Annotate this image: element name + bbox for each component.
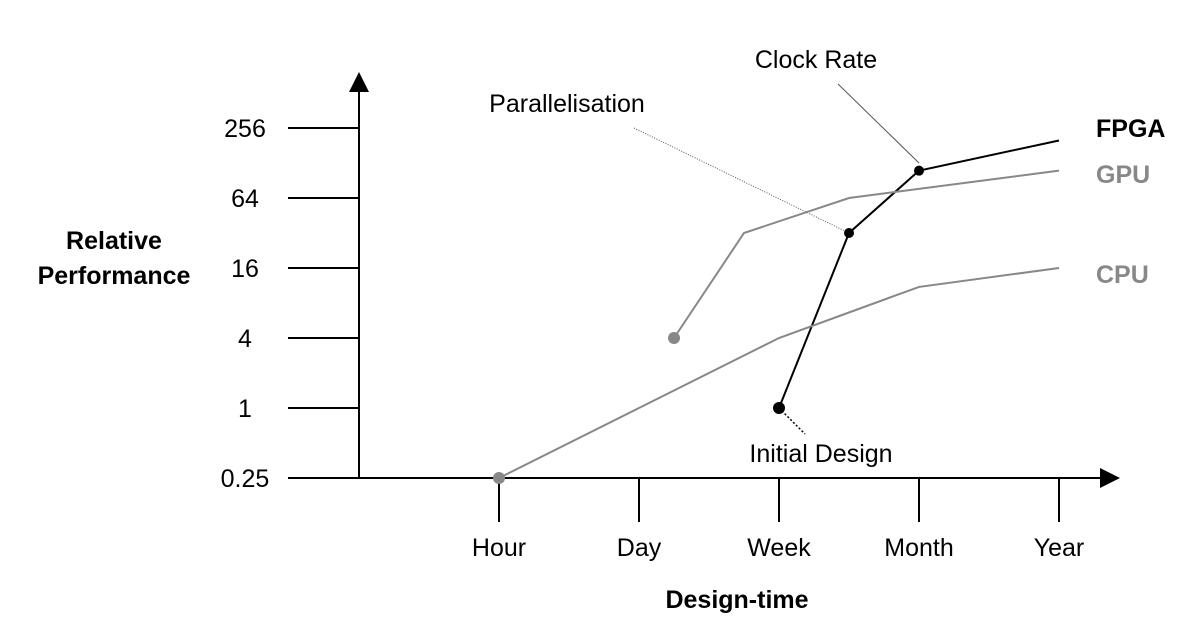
y-tick-label: 16 [231,255,259,283]
series-line-cpu [498,267,1060,479]
x-axis-title: Design-time [665,586,808,614]
series-layer [493,139,1060,484]
clock-rate-leader [837,83,920,164]
parallelisation-leader [633,127,850,234]
annotation-parallelisation: Parallelisation [489,90,645,118]
y-axis-title-line-2: Performance [38,262,191,290]
series-label-fpga: FPGA [1096,115,1165,143]
series-line-gpu [673,169,1060,339]
x-tick-label: Month [884,534,953,562]
y-tick-label: 4 [238,325,252,353]
series-label-cpu: CPU [1096,261,1149,289]
series-line-fpga [778,139,1060,409]
x-ticks: Hour Day Week Month Year [472,478,1084,562]
series-label-gpu: GPU [1096,161,1150,189]
y-axis-title-line-1: Relative [66,227,162,255]
y-ticks: 0.25 1 4 16 64 256 [221,115,359,493]
y-tick-label: 0.25 [221,465,270,493]
point-fpga [844,228,854,238]
y-tick-label: 256 [224,115,266,143]
annotation-initial-design: Initial Design [749,440,892,468]
point-gpu [668,332,680,344]
point-fpga [773,402,785,414]
x-tick-label: Year [1034,534,1085,562]
point-fpga [914,165,924,176]
y-tick-label: 64 [231,185,259,213]
x-tick-label: Week [747,534,811,562]
x-tick-label: Hour [472,534,526,562]
point-cpu [493,472,505,484]
x-tick-label: Day [617,534,662,562]
annotation-clock-rate: Clock Rate [755,46,877,74]
y-tick-label: 1 [238,395,252,423]
